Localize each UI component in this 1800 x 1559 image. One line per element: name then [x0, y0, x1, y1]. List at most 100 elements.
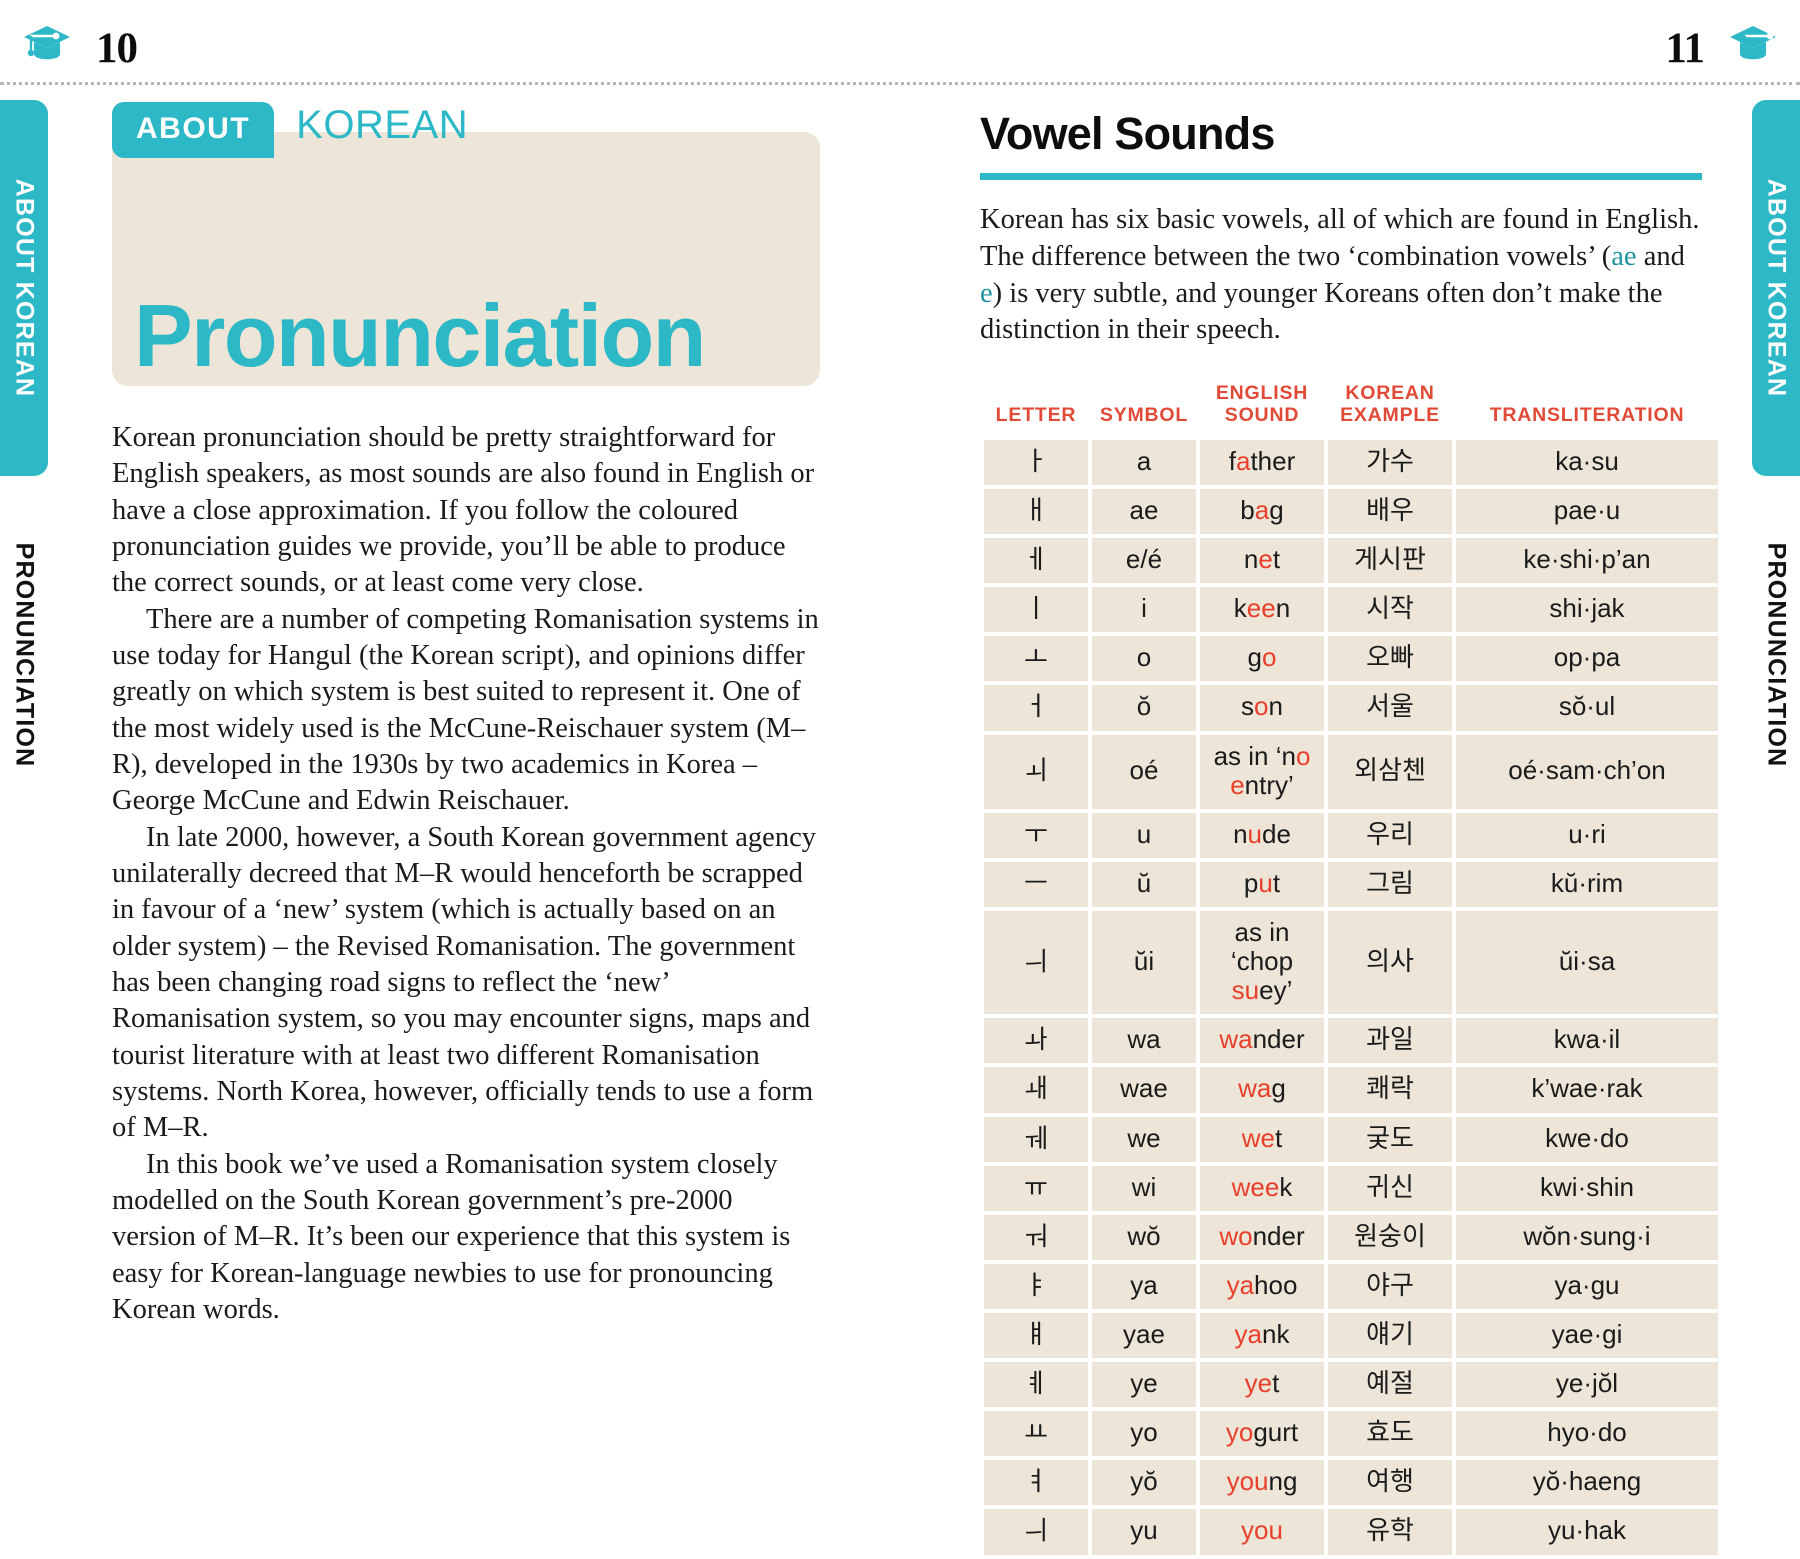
cell-english-sound: wet	[1200, 1116, 1324, 1162]
cell-english-sound: put	[1200, 861, 1324, 908]
right-page-content: Vowel Sounds Korean has six basic vowels…	[980, 108, 1718, 1559]
cell-transliteration: wŏn·sung·i	[1456, 1214, 1718, 1260]
cell-korean-example: 유학	[1328, 1509, 1452, 1555]
left-page-content: ABOUT KOREAN Pronunciation Korean pronun…	[112, 102, 820, 1328]
cell-letter: ㅓ	[984, 685, 1088, 731]
cell-letter: ㅢ	[984, 1509, 1088, 1555]
cell-letter: ㅡ	[984, 861, 1088, 908]
side-tab-about-korean-left[interactable]: ABOUT KOREAN	[0, 100, 48, 476]
column-header-english-sound: ENGLISH SOUND	[1215, 381, 1309, 426]
table-row: ㅞ we wet 궂도 kwe·do	[984, 1116, 1718, 1162]
paragraph: Korean pronunciation should be pretty st…	[112, 422, 815, 599]
cell-transliteration: ye·jŏl	[1456, 1362, 1718, 1408]
cell-english-sound: nude	[1200, 812, 1324, 858]
cell-english-sound: young	[1200, 1460, 1324, 1506]
side-label-pronunciation-right: PRONUNCIATION	[1752, 490, 1800, 820]
cell-symbol: ye	[1092, 1362, 1196, 1408]
cell-korean-example: 시작	[1328, 587, 1452, 633]
cell-symbol: a	[1092, 439, 1196, 486]
cell-letter: ㅛ	[984, 1411, 1088, 1457]
intro-part-2: and	[1636, 240, 1685, 272]
table-row: ㅏ a father 가수 ka·su	[984, 439, 1718, 486]
table-row: ㅝ wŏ wonder 원숭이 wŏn·sung·i	[984, 1214, 1718, 1260]
side-tab-about-korean-right[interactable]: ABOUT KOREAN	[1752, 100, 1800, 476]
cell-english-sound: yogurt	[1200, 1411, 1324, 1457]
cell-letter: ㅒ	[984, 1313, 1088, 1359]
cell-korean-example: 과일	[1328, 1018, 1452, 1064]
cell-english-sound: wonder	[1200, 1214, 1324, 1260]
cell-letter: ㅚ	[984, 734, 1088, 809]
cell-letter: ㅠ	[984, 1165, 1088, 1211]
table-row: ㅛ yo yogurt 효도 hyo·do	[984, 1411, 1718, 1457]
cell-english-sound: yahoo	[1200, 1263, 1324, 1310]
section-title: Vowel Sounds	[980, 108, 1275, 159]
cell-symbol: we	[1092, 1116, 1196, 1162]
paragraph: There are a number of competing Romanisa…	[112, 603, 819, 817]
cell-transliteration: kŭ·rim	[1456, 861, 1718, 908]
cell-letter: ㅑ	[984, 1263, 1088, 1310]
cell-letter: ㅙ	[984, 1067, 1088, 1113]
cell-letter: ㅘ	[984, 1018, 1088, 1064]
cell-letter: ㅣ	[984, 587, 1088, 633]
chapter-title-card: ABOUT KOREAN Pronunciation	[112, 102, 820, 386]
cell-letter: ㅕ	[984, 1460, 1088, 1506]
cell-letter: ㅐ	[984, 489, 1088, 535]
cell-korean-example: 게시판	[1328, 538, 1452, 584]
cell-letter: ㅖ	[984, 1362, 1088, 1408]
cell-symbol: ŏ	[1092, 685, 1196, 731]
table-row: ㅑ ya yahoo 야구 ya·gu	[984, 1263, 1718, 1310]
cell-symbol: wi	[1092, 1165, 1196, 1211]
cell-korean-example: 오빠	[1328, 636, 1452, 682]
table-row: ㅔ e/é net 게시판 ke·shi·p’an	[984, 538, 1718, 584]
cell-transliteration: yae·gi	[1456, 1313, 1718, 1359]
table-row: ㅡ ŭ put 그림 kŭ·rim	[984, 861, 1718, 908]
cell-transliteration: op·pa	[1456, 636, 1718, 682]
cell-english-sound: father	[1200, 439, 1324, 486]
cell-transliteration: ŭi·sa	[1456, 911, 1718, 1015]
page-number-right: 11	[1665, 25, 1705, 72]
table-row: ㅚ oé as in ‘no entry’ 외삼첸 oé·sam·ch’on	[984, 734, 1718, 809]
cell-korean-example: 외삼첸	[1328, 734, 1452, 809]
cell-transliteration: k’wae·rak	[1456, 1067, 1718, 1113]
vowel-sounds-table-body: ㅏ a father 가수 ka·su ㅐ ae bag 배우 pae·u ㅔ e/é net 게시판 ke…	[984, 439, 1718, 1555]
cell-english-sound: week	[1200, 1165, 1324, 1211]
cell-symbol: ya	[1092, 1263, 1196, 1310]
cell-korean-example: 서울	[1328, 685, 1452, 731]
table-row: ㅐ ae bag 배우 pae·u	[984, 489, 1718, 535]
header-divider	[0, 82, 1800, 85]
table-row: ㅕ yŏ young 여행 yŏ·haeng	[984, 1460, 1718, 1506]
cell-english-sound: you	[1200, 1509, 1324, 1555]
side-label-text: PRONUNCIATION	[10, 542, 39, 768]
page-title: Pronunciation	[134, 286, 706, 385]
chapter-badge-row: ABOUT KOREAN	[112, 102, 468, 158]
intro-part-3: ) is very subtle, and younger Koreans of…	[980, 277, 1663, 346]
intro-vowel-ae: ae	[1611, 240, 1637, 272]
cell-transliteration: ke·shi·p’an	[1456, 538, 1718, 584]
side-tab-label: ABOUT KOREAN	[10, 178, 39, 398]
cell-symbol: ŭi	[1092, 911, 1196, 1015]
cell-english-sound: go	[1200, 636, 1324, 682]
cell-transliteration: oé·sam·ch’on	[1456, 734, 1718, 809]
table-row: ㅣ i keen 시작 shi·jak	[984, 587, 1718, 633]
cell-english-sound: yet	[1200, 1362, 1324, 1408]
cell-transliteration: kwi·shin	[1456, 1165, 1718, 1211]
cell-korean-example: 그림	[1328, 861, 1452, 908]
cell-english-sound: as in ‘no entry’	[1200, 734, 1324, 809]
intro-vowel-e: e	[980, 277, 993, 309]
cell-symbol: yo	[1092, 1411, 1196, 1457]
cell-transliteration: ka·su	[1456, 439, 1718, 486]
table-row: ㅗ o go 오빠 op·pa	[984, 636, 1718, 682]
cell-korean-example: 배우	[1328, 489, 1452, 535]
chapter-badge: ABOUT	[112, 102, 275, 158]
cell-korean-example: 궂도	[1328, 1116, 1452, 1162]
table-row: ㅙ wae wag 쾌락 k’wae·rak	[984, 1067, 1718, 1113]
cell-letter: ㅝ	[984, 1214, 1088, 1260]
cell-symbol: wae	[1092, 1067, 1196, 1113]
cell-letter: ㅢ	[984, 911, 1088, 1015]
intro-part-1: Korean has six basic vowels, all of whic…	[980, 204, 1700, 272]
cell-symbol: wa	[1092, 1018, 1196, 1064]
cell-transliteration: pae·u	[1456, 489, 1718, 535]
cell-symbol: yae	[1092, 1313, 1196, 1359]
cell-korean-example: 얘기	[1328, 1313, 1452, 1359]
table-header-row: LETTER SYMBOL ENGLISH SOUND KOREAN EXAMP…	[984, 382, 1718, 436]
